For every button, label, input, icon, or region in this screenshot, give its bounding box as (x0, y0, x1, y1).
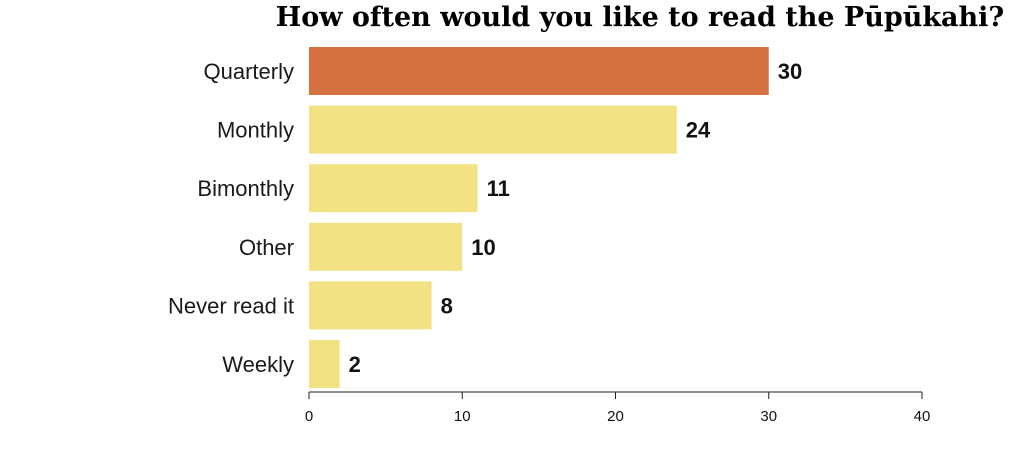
category-label-weekly: Weekly (222, 352, 294, 377)
category-label-never-read-it: Never read it (168, 293, 294, 318)
bar-bimonthly (309, 164, 478, 213)
category-label-monthly: Monthly (217, 118, 294, 143)
x-tick-label: 0 (305, 408, 313, 425)
bar-never-read-it (309, 281, 432, 330)
x-tick-label: 30 (760, 408, 777, 425)
category-label-bimonthly: Bimonthly (197, 176, 294, 201)
x-axis: 0 10 20 30 40 (305, 391, 931, 425)
bars-group: Quarterly 30 Monthly 24 Bimonthly 11 Other 10 Ne… (168, 47, 802, 388)
value-label-quarterly: 30 (778, 59, 802, 84)
bar-weekly (309, 340, 340, 388)
value-label-weekly: 2 (349, 352, 361, 377)
bar-monthly (309, 105, 677, 154)
bar-quarterly (309, 47, 769, 95)
value-label-never-read-it: 8 (441, 293, 453, 318)
chart-title: How often would you like to read the Pūp… (275, 2, 1005, 33)
value-label-bimonthly: 11 (487, 176, 510, 201)
category-label-quarterly: Quarterly (204, 59, 294, 84)
value-label-monthly: 24 (686, 118, 711, 143)
value-label-other: 10 (471, 235, 495, 260)
x-tick-label: 20 (607, 408, 624, 425)
category-label-other: Other (239, 235, 294, 260)
bar-other (309, 222, 463, 271)
x-tick-label: 10 (454, 408, 471, 425)
x-tick-label: 40 (914, 408, 931, 425)
